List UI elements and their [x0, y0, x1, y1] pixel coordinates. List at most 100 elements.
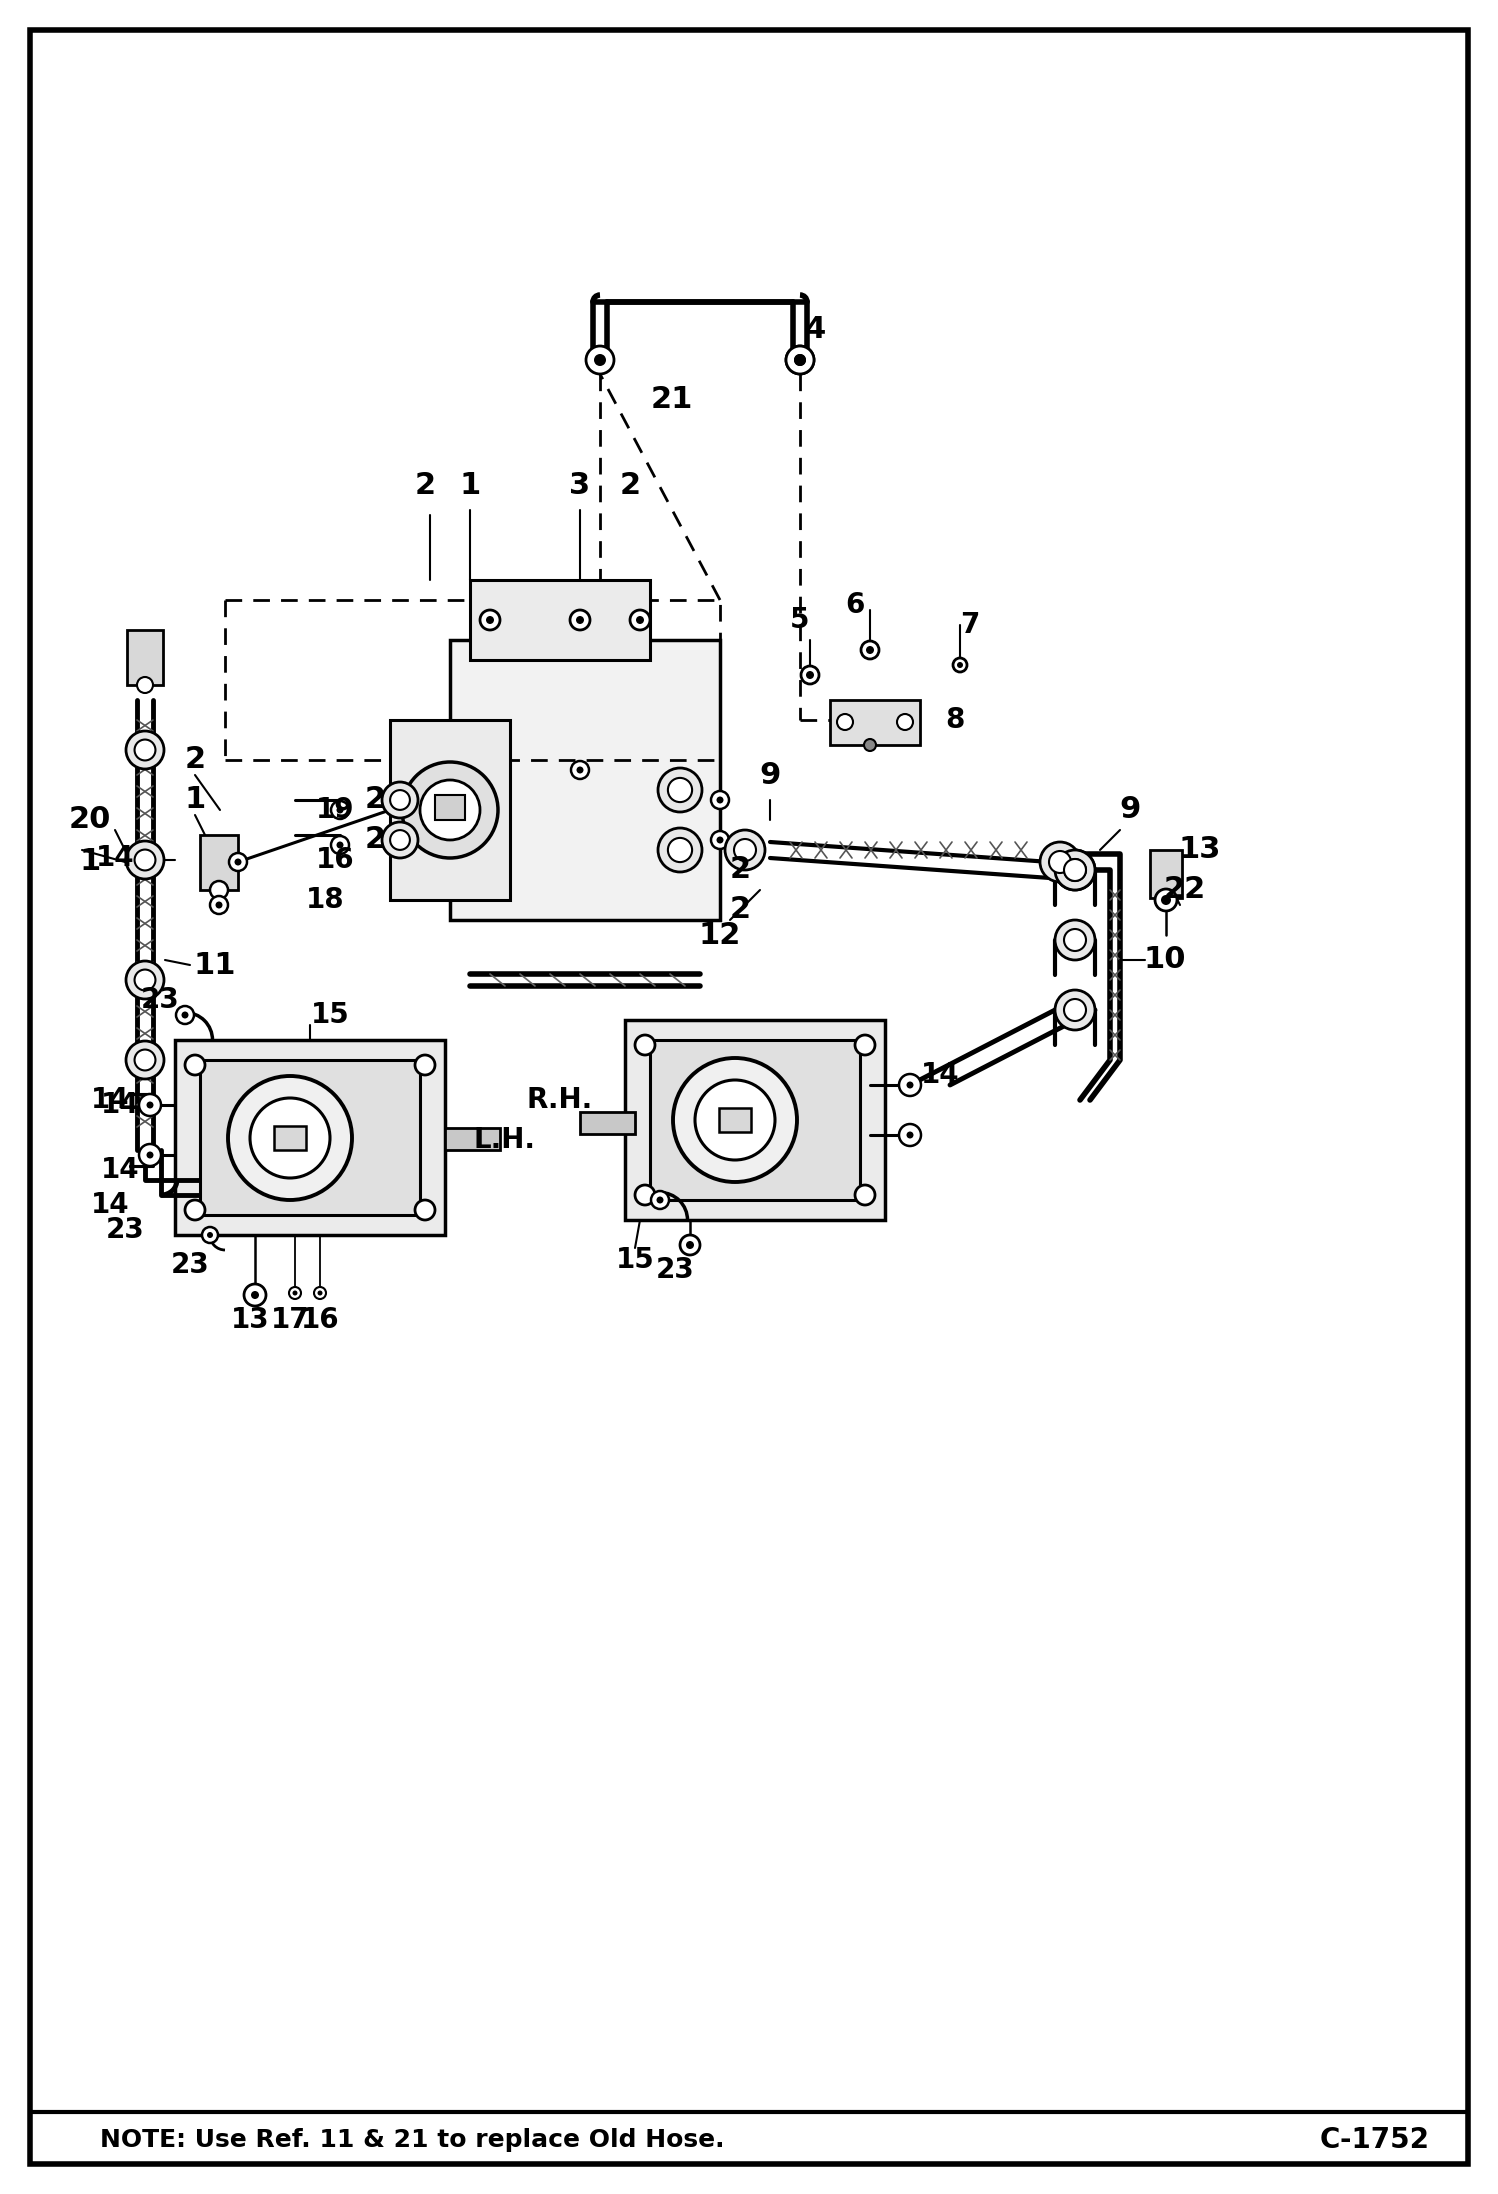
Circle shape [577, 617, 584, 623]
Text: 10: 10 [1144, 946, 1186, 974]
Circle shape [668, 838, 692, 862]
Text: 14: 14 [100, 1090, 139, 1119]
Circle shape [401, 761, 497, 858]
Text: 19: 19 [316, 796, 354, 825]
Circle shape [1055, 989, 1095, 1029]
Circle shape [899, 1123, 921, 1145]
Circle shape [786, 347, 813, 373]
Bar [127, 630, 163, 685]
Circle shape [897, 713, 912, 731]
Circle shape [658, 827, 703, 871]
Circle shape [175, 1007, 195, 1025]
Text: 2: 2 [364, 785, 385, 814]
Text: 2: 2 [364, 825, 385, 853]
Text: R.H.: R.H. [527, 1086, 593, 1115]
Circle shape [1064, 860, 1086, 882]
Text: 7: 7 [960, 610, 980, 638]
Bar [175, 1040, 445, 1235]
Text: 2: 2 [730, 856, 750, 884]
Circle shape [207, 1233, 213, 1237]
Circle shape [126, 961, 163, 998]
Text: 5: 5 [791, 606, 810, 634]
Circle shape [289, 1288, 301, 1299]
Text: 1: 1 [460, 470, 481, 500]
Circle shape [1055, 919, 1095, 961]
Text: 9: 9 [1119, 796, 1140, 825]
Circle shape [1064, 928, 1086, 950]
Bar [650, 1040, 860, 1200]
Circle shape [673, 1058, 797, 1183]
Circle shape [595, 353, 607, 366]
Text: C-1752: C-1752 [1320, 2126, 1431, 2155]
Bar [434, 794, 464, 821]
Bar [449, 641, 721, 919]
Text: 15: 15 [616, 1246, 655, 1275]
Circle shape [906, 1132, 914, 1139]
Circle shape [571, 761, 589, 779]
Circle shape [631, 610, 650, 630]
Circle shape [1161, 895, 1171, 904]
Text: 16: 16 [316, 847, 355, 873]
Circle shape [806, 671, 813, 678]
Text: 13: 13 [231, 1305, 270, 1334]
Circle shape [135, 849, 156, 871]
Circle shape [1064, 860, 1086, 882]
Circle shape [202, 1226, 219, 1244]
Circle shape [716, 836, 724, 842]
Circle shape [244, 1283, 267, 1305]
Circle shape [210, 895, 228, 915]
Text: 6: 6 [845, 590, 864, 619]
Bar [830, 700, 920, 746]
Circle shape [906, 1082, 914, 1088]
Circle shape [419, 781, 479, 840]
Circle shape [235, 858, 241, 864]
Circle shape [635, 1036, 655, 1055]
Circle shape [695, 1079, 774, 1161]
Circle shape [794, 353, 806, 366]
Circle shape [1040, 842, 1080, 882]
Circle shape [315, 1288, 327, 1299]
Circle shape [184, 1200, 205, 1220]
Bar [201, 836, 238, 891]
Text: 14: 14 [921, 1062, 959, 1088]
Circle shape [637, 617, 644, 623]
Text: 14: 14 [100, 1156, 139, 1185]
Circle shape [485, 617, 494, 623]
Circle shape [252, 1290, 259, 1299]
Text: 14: 14 [91, 1191, 129, 1220]
Circle shape [337, 842, 343, 849]
Circle shape [855, 1185, 875, 1205]
Text: 23: 23 [171, 1251, 210, 1279]
Circle shape [656, 1196, 664, 1205]
Text: 16: 16 [301, 1305, 340, 1334]
Text: 1: 1 [184, 785, 205, 814]
Circle shape [734, 838, 756, 860]
Circle shape [1049, 851, 1071, 873]
Circle shape [680, 1235, 700, 1255]
Bar [274, 1126, 306, 1150]
Text: 23: 23 [106, 1215, 144, 1244]
Circle shape [415, 1200, 434, 1220]
Bar [580, 1112, 635, 1134]
Circle shape [331, 836, 349, 853]
Circle shape [686, 1242, 694, 1248]
Text: 9: 9 [759, 761, 780, 790]
Circle shape [899, 1075, 921, 1097]
Circle shape [953, 658, 968, 671]
Circle shape [1055, 849, 1095, 891]
Text: NOTE: Use Ref. 11 & 21 to replace Old Hose.: NOTE: Use Ref. 11 & 21 to replace Old Ho… [100, 2128, 725, 2152]
Circle shape [229, 853, 247, 871]
Circle shape [794, 353, 806, 366]
Circle shape [957, 663, 963, 667]
Circle shape [250, 1097, 330, 1178]
Circle shape [184, 1055, 205, 1075]
Text: 2: 2 [730, 895, 750, 924]
Circle shape [126, 731, 163, 770]
Circle shape [216, 902, 223, 908]
Text: 22: 22 [1164, 875, 1206, 904]
Text: 14: 14 [96, 845, 135, 871]
Circle shape [786, 347, 813, 373]
Circle shape [658, 768, 703, 812]
Circle shape [210, 882, 228, 900]
Bar [201, 1060, 419, 1215]
